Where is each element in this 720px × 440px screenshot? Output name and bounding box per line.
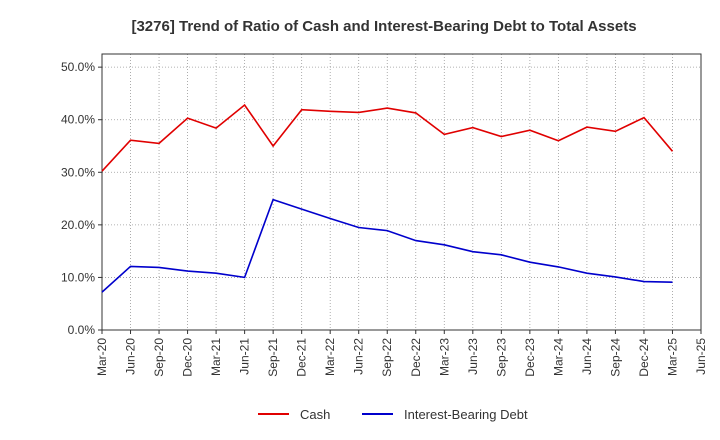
x-tick-label: Dec-20: [181, 338, 195, 377]
x-tick-label: Jun-21: [238, 338, 252, 375]
x-tick-label: Sep-24: [608, 338, 622, 377]
series-line-cash: [101, 103, 674, 172]
y-tick-label: 20.0%: [61, 218, 95, 232]
x-tick-label: Jun-23: [466, 338, 480, 375]
x-tick-label: Sep-22: [380, 338, 394, 377]
x-tick-label: Mar-24: [551, 338, 565, 376]
legend-label-interest-bearing-debt: Interest-Bearing Debt: [404, 407, 528, 422]
y-tick-label: 50.0%: [61, 60, 95, 74]
axes: Mar-20 Jun-20 Sep-20 Dec-20 Mar-21 Jun-21 Sep-…: [61, 53, 708, 377]
x-tick-label: Mar-23: [437, 338, 451, 376]
x-tick-label: Jun-22: [352, 338, 366, 375]
legend-label-cash: Cash: [300, 407, 330, 422]
x-tick-label: Sep-20: [152, 338, 166, 377]
series-lines: [101, 103, 674, 293]
y-tick-label: 0.0%: [68, 323, 96, 337]
x-tick-label: Mar-25: [665, 338, 679, 376]
x-tick-label: Dec-24: [637, 338, 651, 377]
grid: [102, 54, 701, 330]
x-tick-label: Mar-21: [209, 338, 223, 376]
x-tick-label: Mar-22: [323, 338, 337, 376]
x-tick-label: Sep-23: [494, 338, 508, 377]
legend: Cash Interest-Bearing Debt: [258, 407, 528, 422]
x-tick-label: Dec-21: [295, 338, 309, 377]
x-tick-label: Jun-25: [694, 338, 708, 375]
x-tick-label: Mar-20: [95, 338, 109, 376]
y-tick-label: 10.0%: [61, 270, 95, 284]
x-tick-label: Sep-21: [266, 338, 280, 377]
y-tick-label: 40.0%: [61, 113, 95, 127]
chart-title: [3276] Trend of Ratio of Cash and Intere…: [131, 18, 636, 35]
x-tick-label: Jun-24: [580, 338, 594, 375]
series-line-interest-bearing-debt: [101, 198, 673, 293]
plot-frame: [101, 53, 702, 331]
y-tick-label: 30.0%: [61, 165, 95, 179]
x-tick-label: Jun-20: [124, 338, 138, 375]
x-tick-label: Dec-22: [409, 338, 423, 377]
x-tick-label: Dec-23: [523, 338, 537, 377]
